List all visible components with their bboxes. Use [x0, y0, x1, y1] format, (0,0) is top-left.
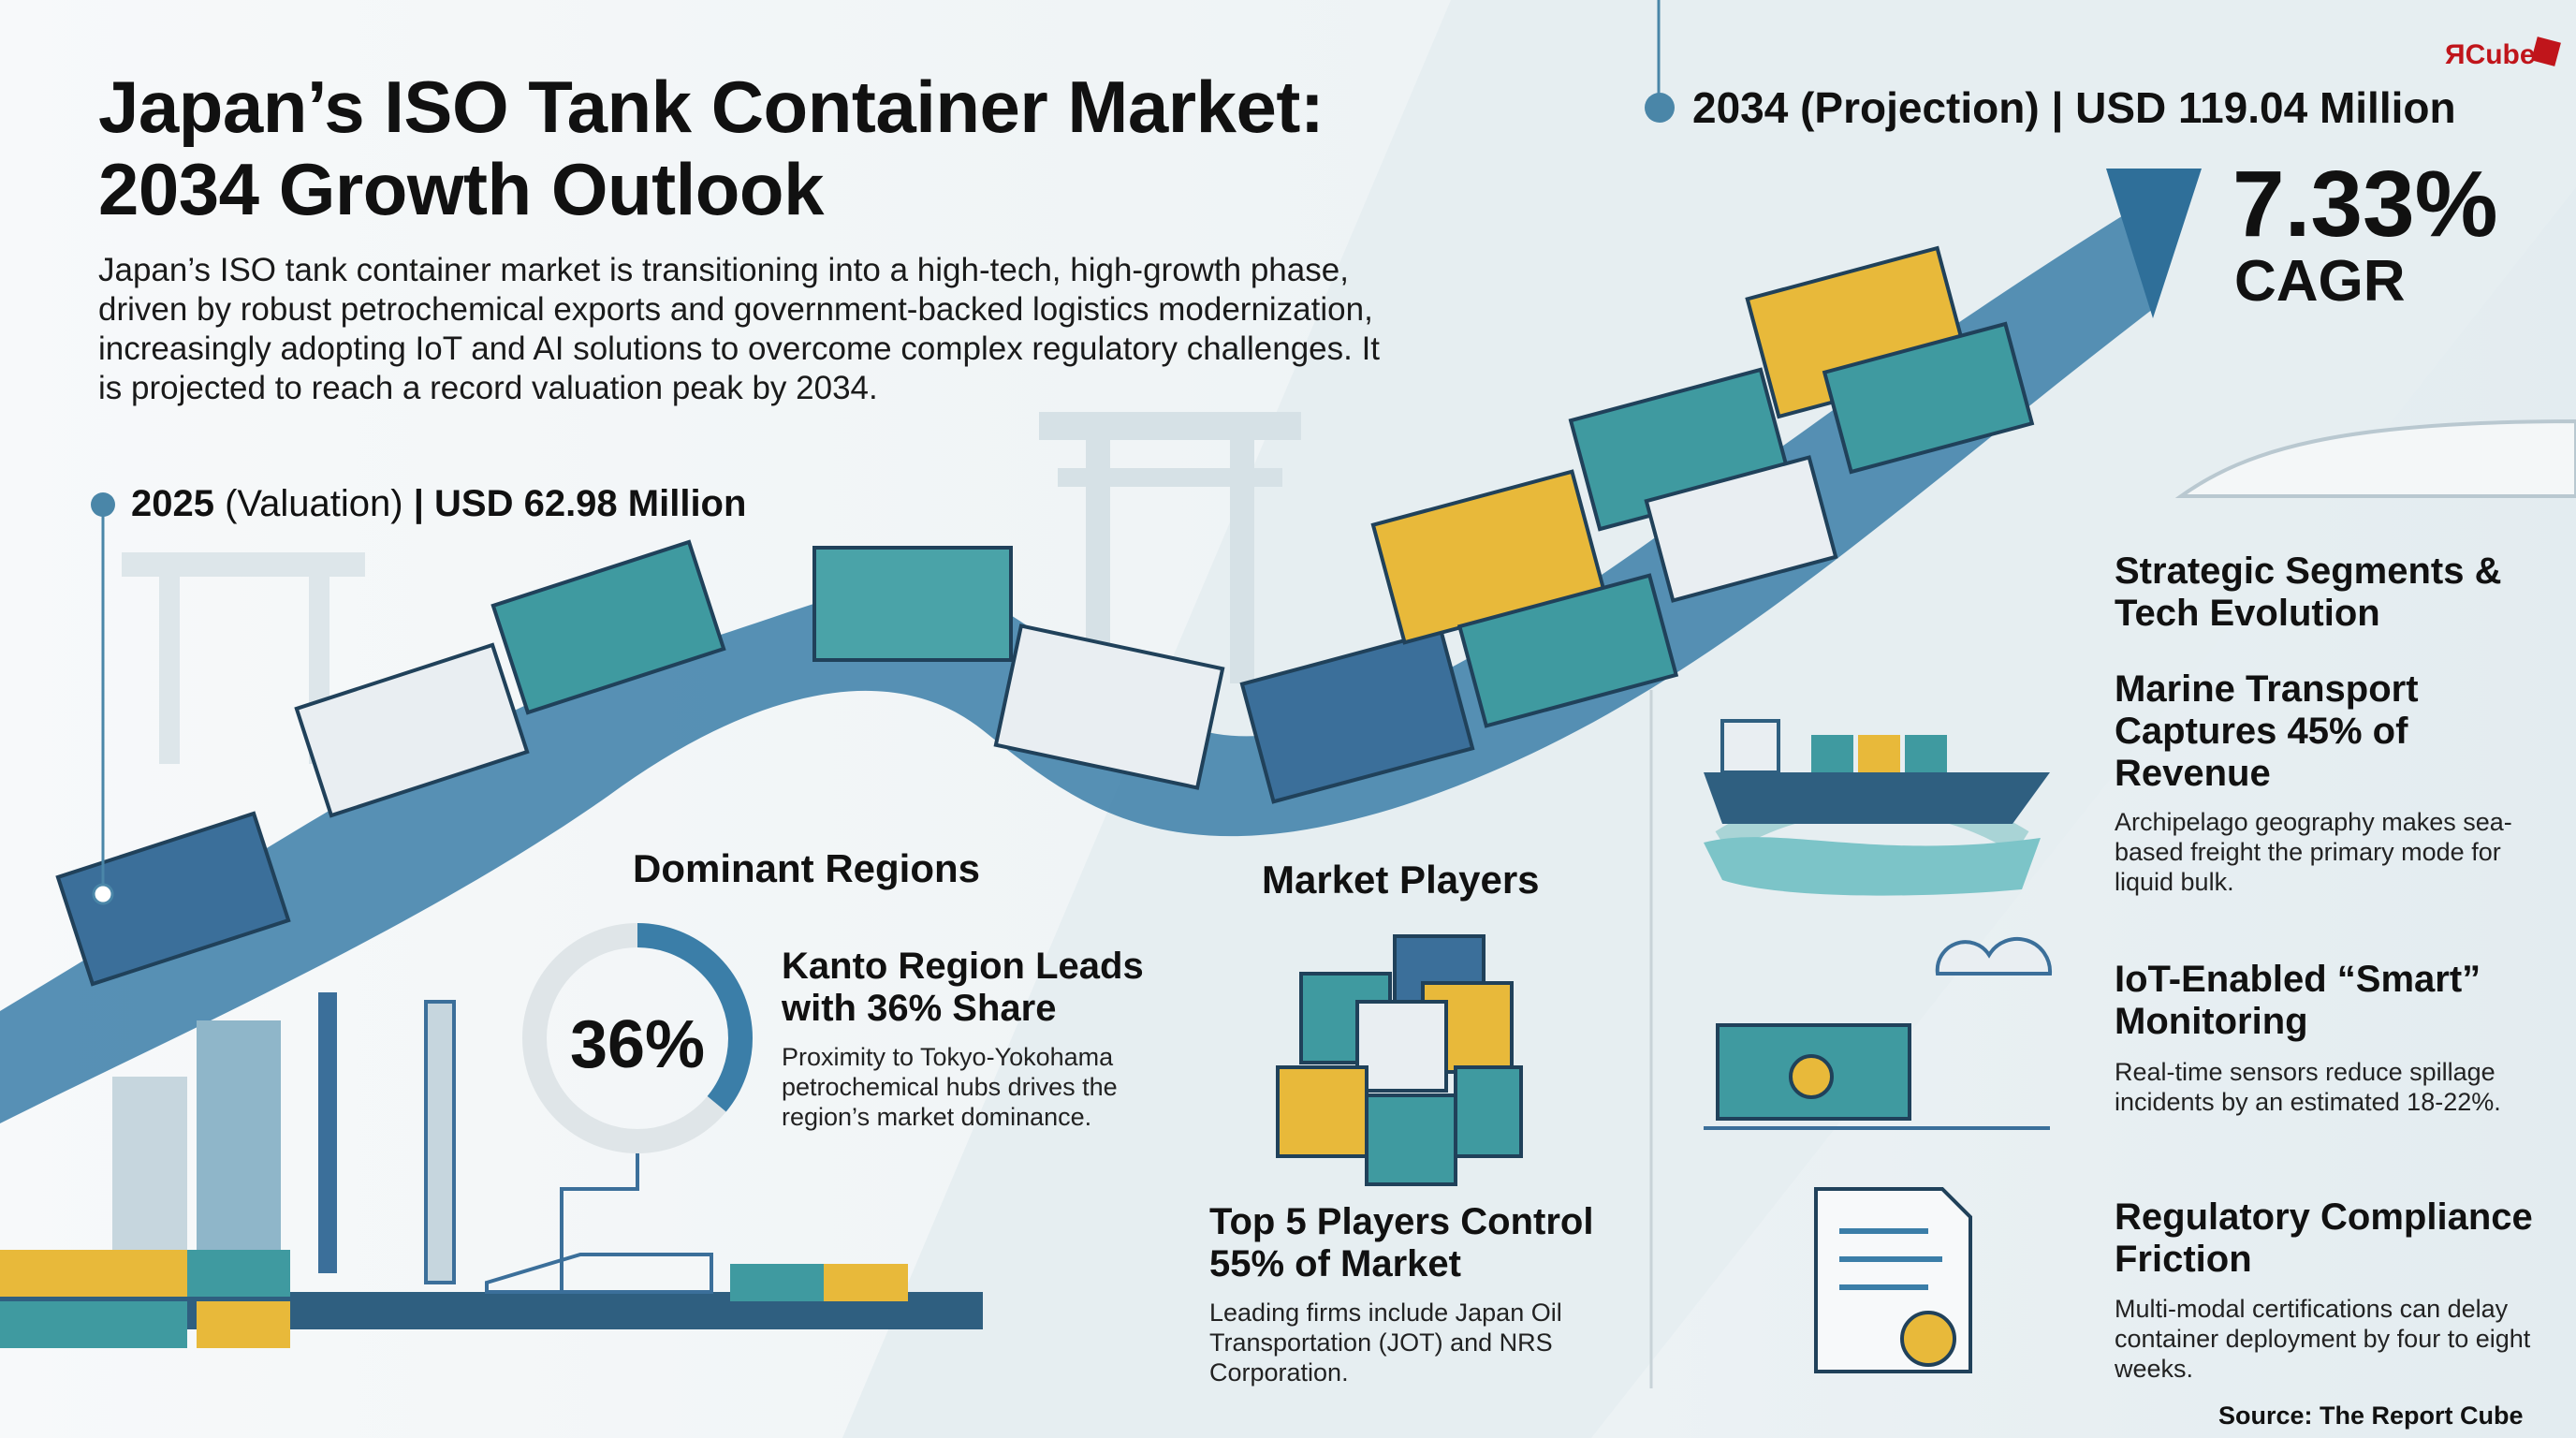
projection-dot-icon [1645, 93, 1675, 123]
valuation-year: 2025 [131, 483, 214, 524]
regulatory-text: Multi-modal certifications can delay con… [2115, 1295, 2531, 1383]
page-title: Japan’s ISO Tank Container Market: 2034 … [98, 66, 1325, 230]
players-text: Leading firms include Japan Oil Transpor… [1209, 1299, 1562, 1387]
projection-value: | USD 119.04 Million [2051, 83, 2456, 132]
title-line-1: Japan’s ISO Tank Container Market: [98, 66, 1325, 148]
regulatory-headline: Regulatory Compliance Friction [2115, 1196, 2533, 1280]
title-line-2: 2034 Growth Outlook [98, 148, 824, 230]
logo: ЯCube [2445, 37, 2561, 71]
industrial-city-icon [0, 992, 983, 1348]
segments-title: Strategic Segments & Tech Evolution [2115, 550, 2502, 634]
regions-title: Dominant Regions [633, 846, 981, 890]
valuation-label: (Valuation) [225, 483, 403, 524]
cargo-ship-icon [1704, 719, 2050, 896]
marine-text: Archipelago geography makes sea-based fr… [2115, 808, 2512, 896]
container-stack [55, 245, 2035, 987]
player-cubes-icon [1276, 934, 1523, 1186]
logo-text: ЯCube [2445, 39, 2536, 70]
source-credit: Source: The Report Cube [2218, 1401, 2524, 1430]
growth-arrow-icon [2106, 169, 2202, 318]
bullet-train-icon [2174, 418, 2576, 498]
marine-headline: Marine Transport Captures 45% of Revenue [2115, 668, 2419, 794]
players-title: Market Players [1262, 858, 1540, 902]
valuation-dot-icon [91, 492, 115, 517]
valuation-stat: 2025 (Valuation) | USD 62.98 Million [131, 483, 746, 525]
valuation-value: | USD 62.98 Million [413, 483, 747, 524]
cagr-value: 7.33% [2232, 152, 2498, 257]
players-headline: Top 5 Players Control 55% of Market [1209, 1201, 1594, 1284]
cagr-label: CAGR [2234, 249, 2406, 314]
iot-text: Real-time sensors reduce spillage incide… [2115, 1058, 2501, 1116]
regions-text: Proximity to Tokyo-Yokohama petrochemica… [782, 1043, 1118, 1131]
donut-share-arc [522, 923, 753, 1153]
regions-share-value: 36% [569, 1007, 706, 1082]
projection-label: 2034 (Projection) [1692, 83, 2040, 132]
iot-headline: IoT-Enabled “Smart” Monitoring [2115, 959, 2481, 1042]
projection-stat: 2034 (Projection) | USD 119.04 Million [1692, 82, 2456, 133]
certificate-icon [1814, 1187, 1972, 1373]
intro-paragraph: Japan’s ISO tank container market is tra… [98, 252, 1381, 406]
regions-headline: Kanto Region Leads with 36% Share [782, 946, 1144, 1029]
iot-container-icon [1704, 936, 2053, 1130]
